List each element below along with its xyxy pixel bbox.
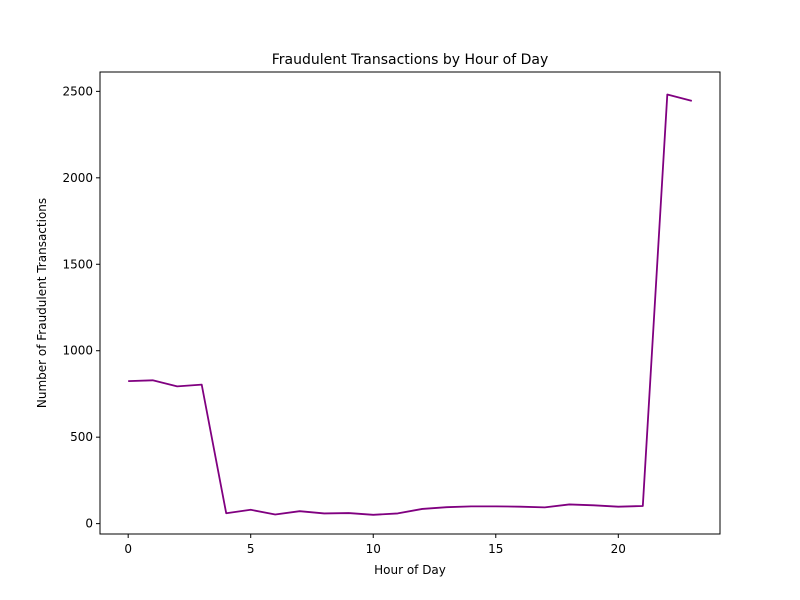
- y-tick-label: 2500: [62, 84, 93, 98]
- x-tick-label: 15: [488, 542, 503, 556]
- x-tick-label: 20: [611, 542, 626, 556]
- series-layer: [128, 93, 693, 516]
- x-axis: 0 5 10 15 20: [124, 534, 626, 556]
- x-axis-label: Hour of Day: [374, 563, 446, 577]
- y-tick-label: 0: [85, 517, 93, 531]
- y-tick-label: 500: [70, 430, 93, 444]
- y-tick-label: 1500: [62, 257, 93, 271]
- plot-area-frame: [99, 71, 721, 535]
- y-tick-label: 2000: [62, 171, 93, 185]
- x-tick-label: 10: [366, 542, 381, 556]
- series-line: [128, 93, 693, 516]
- x-tick-label: 5: [247, 542, 255, 556]
- x-tick-label: 0: [124, 542, 132, 556]
- chart-title: Fraudulent Transactions by Hour of Day: [272, 52, 549, 68]
- y-axis: 0 500 1000 1500 2000 2500: [62, 84, 100, 531]
- y-tick-label: 1000: [62, 344, 93, 358]
- y-axis-label: Number of Fraudulent Transactions: [35, 198, 49, 408]
